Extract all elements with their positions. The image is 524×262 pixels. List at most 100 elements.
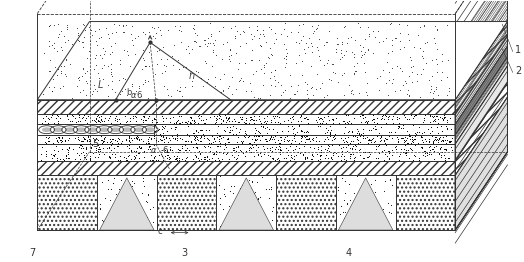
Polygon shape xyxy=(37,100,455,230)
Point xyxy=(115,117,124,121)
Point xyxy=(348,204,357,208)
Point xyxy=(182,65,191,69)
Point xyxy=(53,34,62,39)
Point xyxy=(222,115,230,119)
Point xyxy=(250,212,258,217)
Point xyxy=(116,121,124,125)
Point xyxy=(237,149,245,153)
Point xyxy=(254,195,262,200)
Point xyxy=(428,129,436,133)
Point xyxy=(209,41,217,45)
Point xyxy=(129,116,137,121)
Point xyxy=(277,148,286,152)
Point xyxy=(79,66,87,70)
Point xyxy=(280,135,289,139)
Point xyxy=(58,136,66,140)
Point xyxy=(365,201,373,205)
Point xyxy=(135,137,144,141)
Point xyxy=(359,156,367,160)
Point xyxy=(267,70,275,74)
Point xyxy=(137,145,146,149)
Point xyxy=(147,125,156,130)
Point xyxy=(381,136,389,140)
Point xyxy=(189,26,197,30)
Point xyxy=(200,38,208,42)
Point xyxy=(265,187,274,191)
Point xyxy=(77,146,85,150)
Point xyxy=(195,158,203,162)
Point xyxy=(71,136,80,140)
Point xyxy=(84,114,93,118)
Point xyxy=(235,127,244,132)
Point xyxy=(289,117,297,121)
Point xyxy=(418,146,426,150)
Point xyxy=(155,132,163,136)
Point xyxy=(364,118,373,123)
Point xyxy=(136,127,144,131)
Point xyxy=(302,92,311,96)
Point xyxy=(172,136,181,140)
Point xyxy=(364,47,372,52)
Point xyxy=(326,124,334,128)
Point xyxy=(270,158,279,162)
Point xyxy=(91,146,100,150)
Point xyxy=(268,156,277,160)
Point xyxy=(255,58,263,62)
Point xyxy=(245,145,254,149)
Point xyxy=(356,113,364,118)
Point xyxy=(108,129,116,133)
Point xyxy=(419,23,428,28)
Point xyxy=(62,73,70,78)
Point xyxy=(145,207,154,211)
Point xyxy=(221,129,230,133)
Point xyxy=(444,140,453,144)
Point xyxy=(117,138,126,143)
Point xyxy=(202,116,211,121)
Point xyxy=(111,90,119,94)
Point xyxy=(223,125,231,129)
Point xyxy=(166,144,174,149)
Point xyxy=(272,114,281,118)
Point xyxy=(340,210,348,214)
Polygon shape xyxy=(216,175,276,230)
Point xyxy=(347,147,356,151)
Point xyxy=(277,83,286,87)
Point xyxy=(340,52,348,57)
Point xyxy=(369,117,378,121)
Point xyxy=(175,28,183,32)
Point xyxy=(139,139,147,143)
Point xyxy=(242,181,250,185)
Circle shape xyxy=(111,127,121,132)
Point xyxy=(269,41,278,45)
Point xyxy=(45,68,53,73)
Point xyxy=(371,178,379,182)
Point xyxy=(64,156,72,160)
Point xyxy=(51,65,59,69)
Point xyxy=(42,126,51,130)
Point xyxy=(260,116,268,121)
Point xyxy=(324,155,333,160)
Point xyxy=(329,62,337,66)
Point xyxy=(136,209,144,213)
Point xyxy=(94,126,102,130)
Point xyxy=(425,140,433,144)
Point xyxy=(213,131,222,135)
Point xyxy=(188,79,196,83)
Point xyxy=(444,156,453,160)
Point xyxy=(111,118,119,122)
Point xyxy=(359,131,367,135)
Point xyxy=(271,120,280,124)
Point xyxy=(424,139,433,143)
Point xyxy=(85,157,94,161)
Point xyxy=(317,116,325,120)
Point xyxy=(209,47,217,52)
Point xyxy=(407,113,415,117)
Point xyxy=(108,74,116,78)
Point xyxy=(384,149,392,154)
Point xyxy=(406,137,414,141)
Point xyxy=(94,27,103,31)
Point xyxy=(174,158,183,162)
Point xyxy=(79,146,88,151)
Point xyxy=(431,86,440,91)
Point xyxy=(251,138,259,142)
